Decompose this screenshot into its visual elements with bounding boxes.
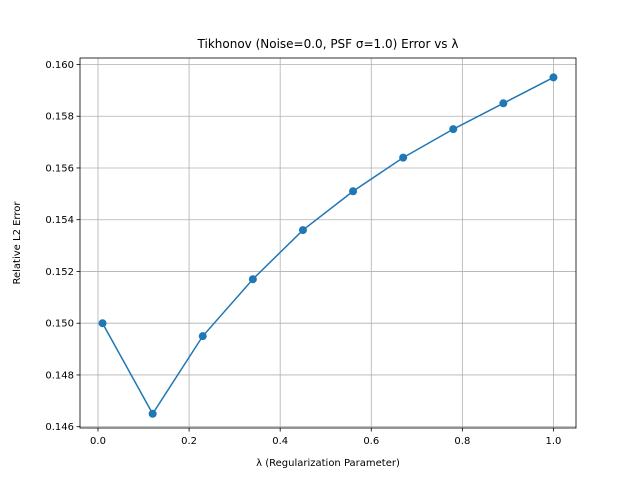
data-point [248,275,257,284]
data-point [148,409,157,418]
x-tick-label: 0.0 [90,436,106,447]
x-tick-label: 0.2 [181,436,197,447]
x-tick-label: 0.4 [272,436,288,447]
data-point [198,332,207,341]
x-axis-label: λ (Regularization Parameter) [256,458,400,469]
x-axis-ticks: 0.0 0.2 0.4 0.6 0.8 1.0 [90,428,561,447]
x-tick-label: 1.0 [546,436,562,447]
series-line [101,76,554,416]
data-point [399,153,408,162]
data-point [499,99,508,108]
y-tick-label: 0.160 [45,60,74,71]
y-tick-label: 0.154 [45,215,74,226]
x-tick-label: 0.6 [363,436,379,447]
data-point [349,187,358,196]
series-layer [98,73,558,418]
y-tick-label: 0.158 [45,112,74,123]
x-tick-label: 0.8 [454,436,470,447]
data-point [549,73,558,82]
y-tick-label: 0.156 [45,163,74,174]
data-point [298,226,307,235]
y-axis-label: Relative L2 Error [12,201,23,285]
y-tick-label: 0.152 [45,267,74,278]
y-axis-ticks: 0.146 0.148 0.150 0.152 0.154 0.156 0.158 0.160 [45,60,80,433]
y-tick-label: 0.150 [45,319,74,330]
data-point [98,319,107,328]
chart-title: Tikhonov (Noise=0.0, PSF σ=1.0) Error vs… [197,37,459,51]
y-tick-label: 0.148 [45,370,74,381]
data-point [449,125,458,134]
y-tick-label: 0.146 [45,422,74,433]
plot-frame [79,57,577,429]
grid [80,58,576,428]
